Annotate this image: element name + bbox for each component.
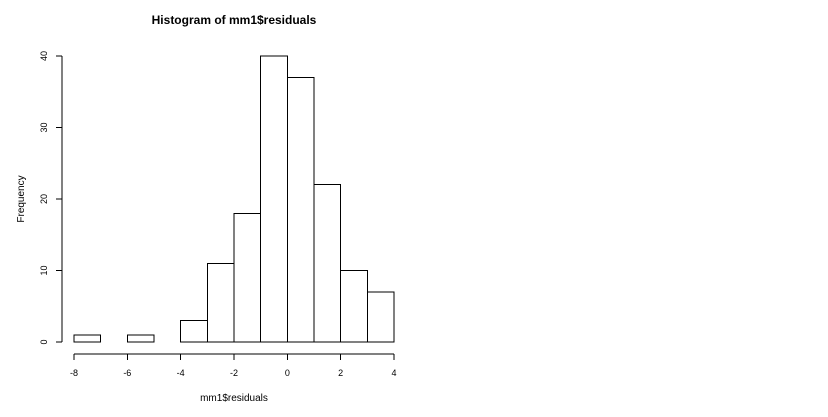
histogram-bar-4: [180, 320, 208, 343]
x-tick-label-0: -8: [70, 368, 78, 378]
y-tick-label-0: 0: [39, 339, 49, 344]
y-tick-label-2: 20: [39, 194, 49, 204]
x-axis: -8 -6 -4 -2 0 2 4: [70, 353, 397, 378]
x-tick-label-6: 4: [391, 368, 396, 378]
x-tick-label-3: -2: [230, 368, 238, 378]
y-axis: 0 10 20 30 40: [39, 51, 63, 345]
x-tick-label-1: -6: [123, 368, 131, 378]
histogram-bar-11: [366, 291, 395, 343]
histogram-bar-0: [73, 334, 102, 343]
histogram-bar-7: [260, 55, 288, 343]
x-tick-label-2: -4: [177, 368, 185, 378]
histogram-bar-2: [126, 334, 155, 343]
histogram-bar-6: [233, 212, 262, 343]
x-axis-label: mm1$residuals: [200, 393, 268, 404]
y-axis-label: Frequency: [16, 175, 27, 222]
histogram-bar-10: [340, 270, 368, 343]
histogram-bar-5: [206, 262, 235, 343]
y-tick-label-4: 40: [39, 51, 49, 61]
chart-title: Histogram of mm1$residuals: [152, 13, 317, 27]
histogram-bar-9: [313, 184, 342, 343]
histogram-bars: [73, 55, 395, 343]
y-tick-label-3: 30: [39, 122, 49, 132]
x-tick-label-4: 0: [285, 368, 290, 378]
y-tick-label-1: 10: [39, 265, 49, 275]
x-tick-label-5: 2: [338, 368, 343, 378]
histogram-bar-8: [286, 76, 315, 343]
